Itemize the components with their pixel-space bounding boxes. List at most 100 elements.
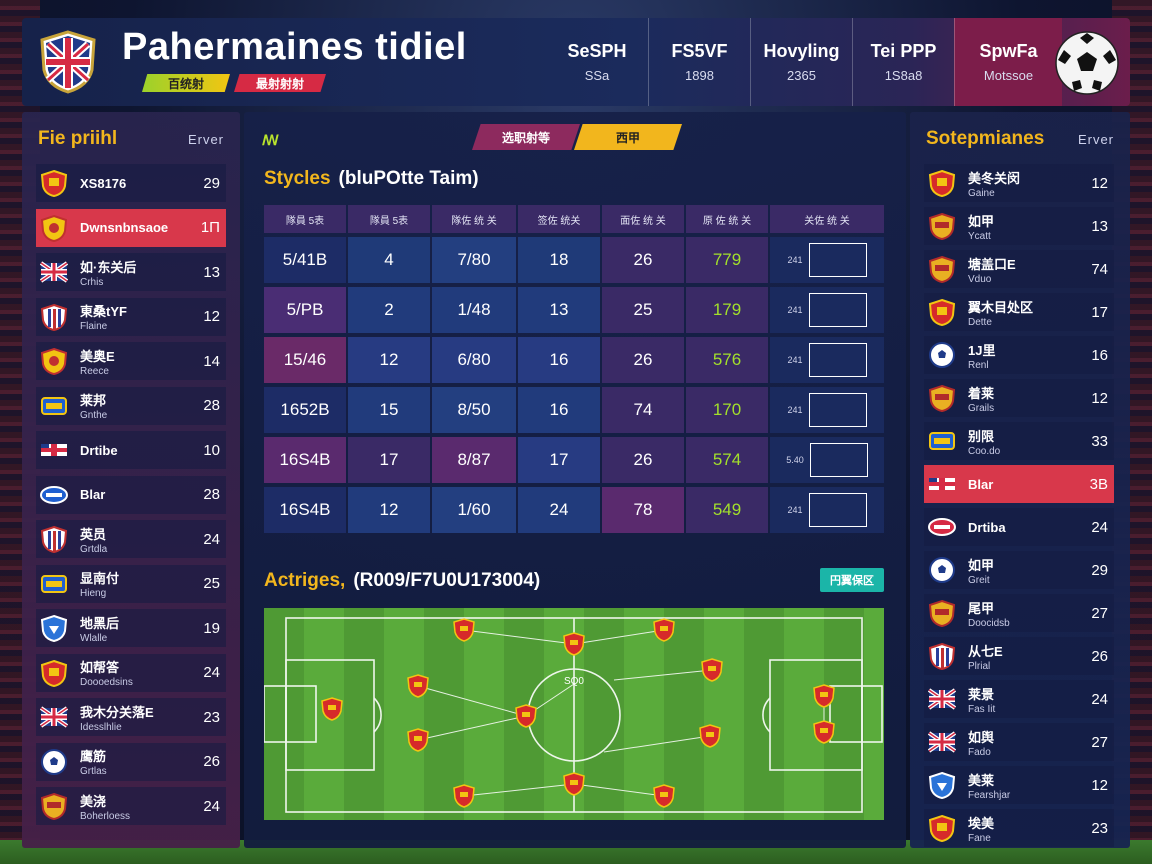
header-stat[interactable]: Tei PPP 1S8a8 [852,18,954,106]
team-row[interactable]: 翼木目处区 Dette 17 [924,293,1114,331]
team-row[interactable]: 鹰筋 Grtlas 26 [36,742,226,781]
table-row[interactable]: 1652B 15 8/50 16 74 170 241 [264,387,884,433]
team-score: 25 [203,575,220,592]
team-row[interactable]: 显南付 Hieng 25 [36,564,226,603]
header-stat-active[interactable]: SpwFa Motssoe [954,18,1062,106]
player-marker[interactable] [321,697,343,721]
team-name: Drtiba [968,519,1006,535]
team-row[interactable]: Drtiba 24 [924,508,1114,546]
team-name: 从七E [968,643,1003,659]
stat-value: 2365 [787,68,816,83]
panel-subtitle[interactable]: Erver [1077,131,1114,147]
team-row[interactable]: 莱景 Fas Iit 24 [924,680,1114,718]
team-row[interactable]: Drtibe 10 [36,431,226,469]
team-row[interactable]: 東桑tYF Flaine 12 [36,297,226,336]
table-row[interactable]: 16S4B 12 1/60 24 78 549 241 [264,487,884,533]
team-name-block: 美奥E Reece [80,346,184,377]
player-marker[interactable] [701,658,723,682]
team-row[interactable]: Blar 3B [924,465,1114,503]
team-row[interactable]: 如甲 Greit 29 [924,551,1114,589]
team-row[interactable]: 我木分关落E Idesslhlie 23 [36,698,226,736]
team-score: 17 [1091,303,1108,321]
team-crest-icon [928,513,956,541]
stats-table: 隊員 5表 隊員 5表 隊佐 统 关 签佐 统关 面佐 统 关 原 佐 统 关 … [264,205,884,533]
header-tag-secondary[interactable]: 最射射射 [234,74,326,92]
team-row[interactable]: 塘盖口E Vduo 74 [924,250,1114,288]
team-row[interactable]: 如舆 Fado 27 [924,723,1114,761]
team-score: 29 [1091,561,1108,579]
header-stat[interactable]: SeSPH SSa [546,18,648,106]
team-row[interactable]: 美冬关闵 Gaine 12 [924,164,1114,202]
player-marker[interactable] [813,720,835,744]
team-name: 塘盖口E [968,256,1016,272]
table-cell: 170 [686,387,768,433]
column-header[interactable]: 隊員 5表 [348,205,430,233]
table-row[interactable]: 15/46 12 6/80 16 26 576 241 [264,337,884,383]
table-cell: 15/46 [264,337,346,383]
team-row[interactable]: 尾甲 Doocidsb 27 [924,594,1114,632]
column-header[interactable]: 原 佐 统 关 [686,205,768,233]
table-cell: 5/41B [264,237,346,283]
team-row[interactable]: 从七E Plrial 26 [924,637,1114,675]
team-name: Dwnsnbnsaoe [80,220,169,235]
team-subtitle: Greit [968,574,990,586]
player-marker[interactable] [653,618,675,642]
team-crest-icon [40,659,68,687]
team-score: 26 [1091,647,1108,665]
team-row[interactable]: 着莱 Grails 12 [924,379,1114,417]
team-row[interactable]: 如帮答 Doooedsins 24 [36,653,226,692]
header-bar: Pahermaines tidiel 百统射 最射射射 SeSPH SSa FS… [22,18,1130,106]
team-subtitle: Gnthe [80,410,108,421]
team-row[interactable]: 美浇 Boherloess 24 [36,787,226,825]
column-header[interactable]: 隊員 5表 [264,205,346,233]
team-row[interactable]: 埃美 Fane 23 [924,809,1114,847]
column-header[interactable]: 签佐 统关 [518,205,600,233]
column-header[interactable]: 隊佐 统 关 [432,205,516,233]
tab-ranking[interactable]: 选职射等 [472,124,580,150]
team-row[interactable]: 英员 Grtdla 24 [36,520,226,558]
player-marker[interactable] [813,684,835,708]
tab-league[interactable]: 西甲 [574,124,682,150]
header-tag-primary[interactable]: 百统射 [142,74,230,92]
team-crest-icon [928,771,956,800]
team-row[interactable]: 如甲 Ycatt 13 [924,207,1114,245]
team-crest-icon [40,214,68,242]
team-row[interactable]: XS8176 29 [36,164,226,202]
player-marker[interactable] [407,674,429,698]
formation-badge-button[interactable]: 円翼保区 [820,568,884,592]
team-row[interactable]: 地黑后 Wlalle 19 [36,609,226,647]
player-marker[interactable] [453,784,475,808]
header-stat[interactable]: FS5VF 1898 [648,18,750,106]
team-name-block: 如帮答 Doooedsins [80,657,184,688]
team-subtitle: Dette [968,316,992,328]
team-row[interactable]: 如·东关后 Crhis 13 [36,253,226,291]
column-header[interactable]: 关佐 统 关 [770,205,884,233]
italy-flag-icon [808,243,867,277]
table-row[interactable]: 5/PB 2 1/48 13 25 179 241 [264,287,884,333]
player-marker[interactable] [653,784,675,808]
player-marker[interactable] [563,632,585,656]
team-row[interactable]: Blar 28 [36,475,226,514]
team-subtitle: Reece [80,365,109,377]
italy-flag-icon [808,393,867,427]
team-row[interactable]: 1J里 Renl 16 [924,336,1114,374]
team-row[interactable]: Dwnsnbnsaoe 1Π [36,208,226,247]
player-marker[interactable] [515,704,537,728]
team-row[interactable]: 别限 Coo.do 33 [924,422,1114,460]
header-stat[interactable]: Hovyling 2365 [750,18,852,106]
stat-value: Motssoe [983,68,1034,83]
team-row[interactable]: 美奥E Reece 14 [36,342,226,380]
table-row[interactable]: 16S4B 17 8/87 17 26 574 5.40 [264,437,884,483]
team-crest-icon [928,642,956,671]
chevron-icon[interactable]: ꟿ [262,132,279,148]
column-header[interactable]: 面佐 统 关 [602,205,684,233]
player-marker[interactable] [563,772,585,796]
table-row[interactable]: 5/41B 4 7/80 18 26 779 241 [264,237,884,283]
panel-subtitle[interactable]: Erver [187,131,224,147]
player-marker[interactable] [699,724,721,748]
team-row[interactable]: 莱邦 Gnthe 28 [36,386,226,425]
player-marker[interactable] [453,618,475,642]
player-marker[interactable] [407,728,429,752]
table-cell: 26 [602,237,684,283]
team-row[interactable]: 美莱 Fearshjar 12 [924,766,1114,804]
